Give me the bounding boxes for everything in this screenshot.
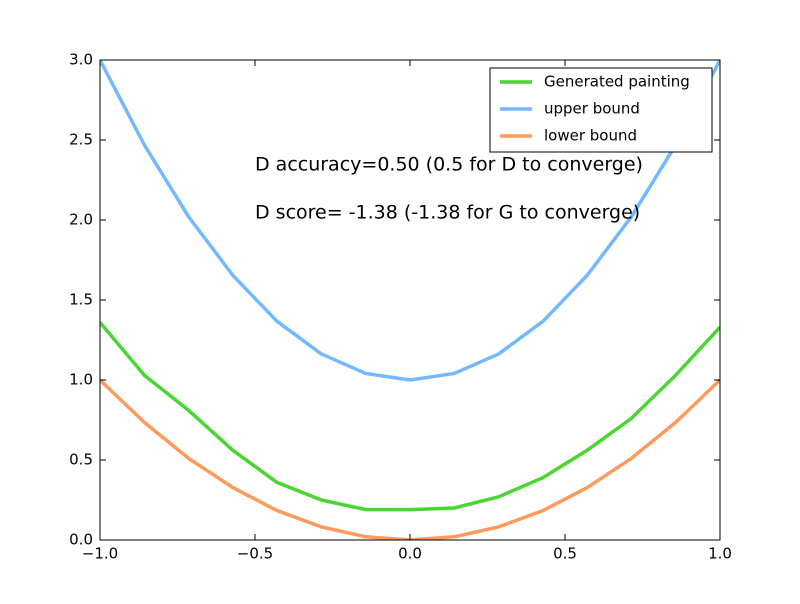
y-tick-label: 3.0 (69, 51, 93, 69)
y-tick-label: 2.0 (69, 211, 93, 229)
legend-label: upper bound (544, 100, 640, 118)
series-line (100, 60, 720, 382)
x-tick-label: −1.0 (82, 545, 118, 563)
x-tick-label: 0.0 (398, 545, 422, 563)
x-tick-label: 0.5 (553, 545, 577, 563)
x-tick-label: 1.0 (708, 545, 732, 563)
annotation: D accuracy=0.50 (0.5 for D to converge) (255, 154, 643, 176)
legend-label: lower bound (544, 127, 637, 145)
series-line (100, 378, 720, 540)
y-tick-label: 1.0 (69, 371, 93, 389)
legend-label: Generated painting (544, 73, 690, 91)
series-line (100, 321, 720, 512)
y-tick-label: 2.5 (69, 131, 93, 149)
y-tick-label: 0.5 (69, 451, 93, 469)
x-tick-label: −0.5 (237, 545, 273, 563)
annotation: D score= -1.38 (-1.38 for G to converge) (255, 202, 640, 224)
y-tick-label: 0.0 (69, 531, 93, 549)
y-tick-label: 1.5 (69, 291, 93, 309)
